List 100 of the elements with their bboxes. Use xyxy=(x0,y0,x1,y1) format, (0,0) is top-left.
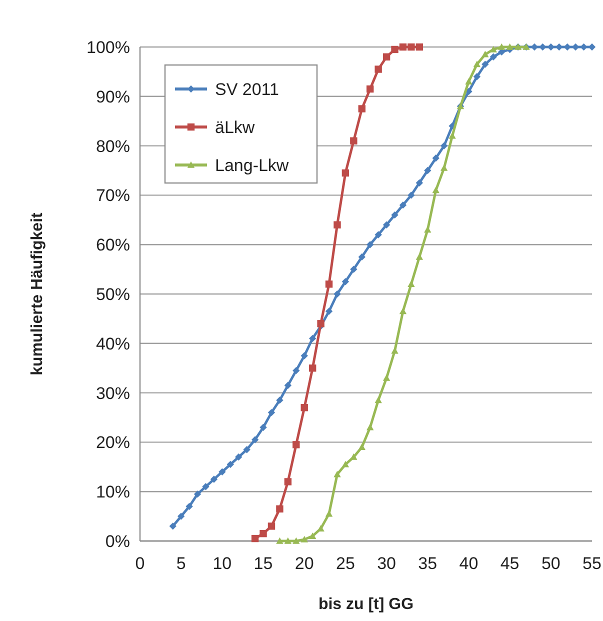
legend-label: Lang-Lkw xyxy=(215,156,290,175)
point xyxy=(243,446,250,454)
point xyxy=(284,478,292,486)
y-tick-label: 20% xyxy=(96,433,130,452)
x-tick-label: 25 xyxy=(336,554,355,573)
point xyxy=(473,60,481,68)
point xyxy=(391,46,398,54)
point xyxy=(490,53,497,60)
point xyxy=(382,374,390,381)
x-tick-label: 50 xyxy=(541,554,560,573)
point xyxy=(374,66,382,73)
point xyxy=(292,366,300,374)
point xyxy=(350,137,358,144)
point xyxy=(408,280,415,287)
point xyxy=(334,290,341,298)
point xyxy=(308,532,316,539)
x-tick-label: 0 xyxy=(135,554,145,573)
point xyxy=(350,453,358,460)
x-tick-label: 15 xyxy=(254,554,273,573)
point xyxy=(399,43,407,51)
point xyxy=(366,241,374,248)
point xyxy=(366,85,374,93)
point xyxy=(440,142,448,150)
point xyxy=(342,169,350,177)
point xyxy=(251,436,259,444)
legend-label: äLkw xyxy=(215,118,256,137)
point xyxy=(399,308,407,314)
point xyxy=(408,192,415,199)
point xyxy=(564,43,571,51)
point xyxy=(317,525,324,532)
point xyxy=(358,253,366,261)
point xyxy=(169,522,176,530)
point xyxy=(424,166,432,174)
y-tick-label: 80% xyxy=(96,136,130,156)
point xyxy=(292,441,300,448)
y-axis-title: kumulierte Häufigkeit xyxy=(29,212,46,376)
point xyxy=(334,221,341,228)
x-tick-label: 20 xyxy=(294,554,314,573)
point xyxy=(399,201,407,209)
point xyxy=(506,43,514,50)
point xyxy=(424,226,432,233)
point xyxy=(276,396,284,404)
point xyxy=(366,424,374,430)
x-tick-label: 55 xyxy=(582,554,602,573)
x-axis-title: bis zu [t] GG xyxy=(318,596,414,613)
point xyxy=(490,46,497,52)
point xyxy=(260,530,267,538)
y-tick-label: 60% xyxy=(96,236,130,255)
point xyxy=(268,408,276,416)
point xyxy=(448,132,456,139)
x-tick-label: 35 xyxy=(418,554,438,573)
y-tick-label: 50% xyxy=(96,284,130,304)
y-tick-label: 0% xyxy=(105,532,130,551)
y-tick-label: 10% xyxy=(96,482,130,502)
point xyxy=(391,211,398,219)
x-tick-label: 5 xyxy=(176,554,186,573)
point xyxy=(382,53,390,60)
legend-label: SV 2011 xyxy=(215,80,279,99)
point xyxy=(374,396,382,404)
point xyxy=(284,537,292,544)
point xyxy=(432,154,440,162)
point xyxy=(556,43,563,51)
point xyxy=(432,186,440,194)
point xyxy=(473,73,481,80)
point xyxy=(260,424,267,431)
point xyxy=(308,364,316,372)
point xyxy=(325,308,333,315)
x-tick-label: 10 xyxy=(212,554,232,573)
point xyxy=(276,537,284,544)
point xyxy=(482,50,489,58)
point xyxy=(382,221,390,228)
point xyxy=(218,468,226,476)
point xyxy=(374,231,382,238)
point xyxy=(235,453,242,461)
point xyxy=(342,460,350,468)
point xyxy=(465,78,472,84)
point xyxy=(276,505,284,512)
point xyxy=(358,444,366,450)
point xyxy=(482,60,489,68)
point xyxy=(226,460,234,468)
point xyxy=(210,476,218,483)
point xyxy=(342,278,350,286)
point xyxy=(350,266,358,273)
point xyxy=(177,512,185,520)
point xyxy=(325,510,333,517)
point xyxy=(580,43,588,51)
x-tick-label: 40 xyxy=(459,554,478,573)
point xyxy=(334,470,341,478)
y-tick-label: 40% xyxy=(96,334,130,354)
y-tick-label: 90% xyxy=(96,87,130,106)
point xyxy=(358,105,366,112)
point xyxy=(440,164,448,171)
point xyxy=(202,483,210,490)
point xyxy=(251,534,259,542)
x-tick-label: 30 xyxy=(377,554,396,573)
point xyxy=(498,43,506,50)
y-tick-label: 30% xyxy=(96,384,130,403)
point xyxy=(416,253,424,260)
point xyxy=(284,382,292,389)
point xyxy=(308,334,316,342)
